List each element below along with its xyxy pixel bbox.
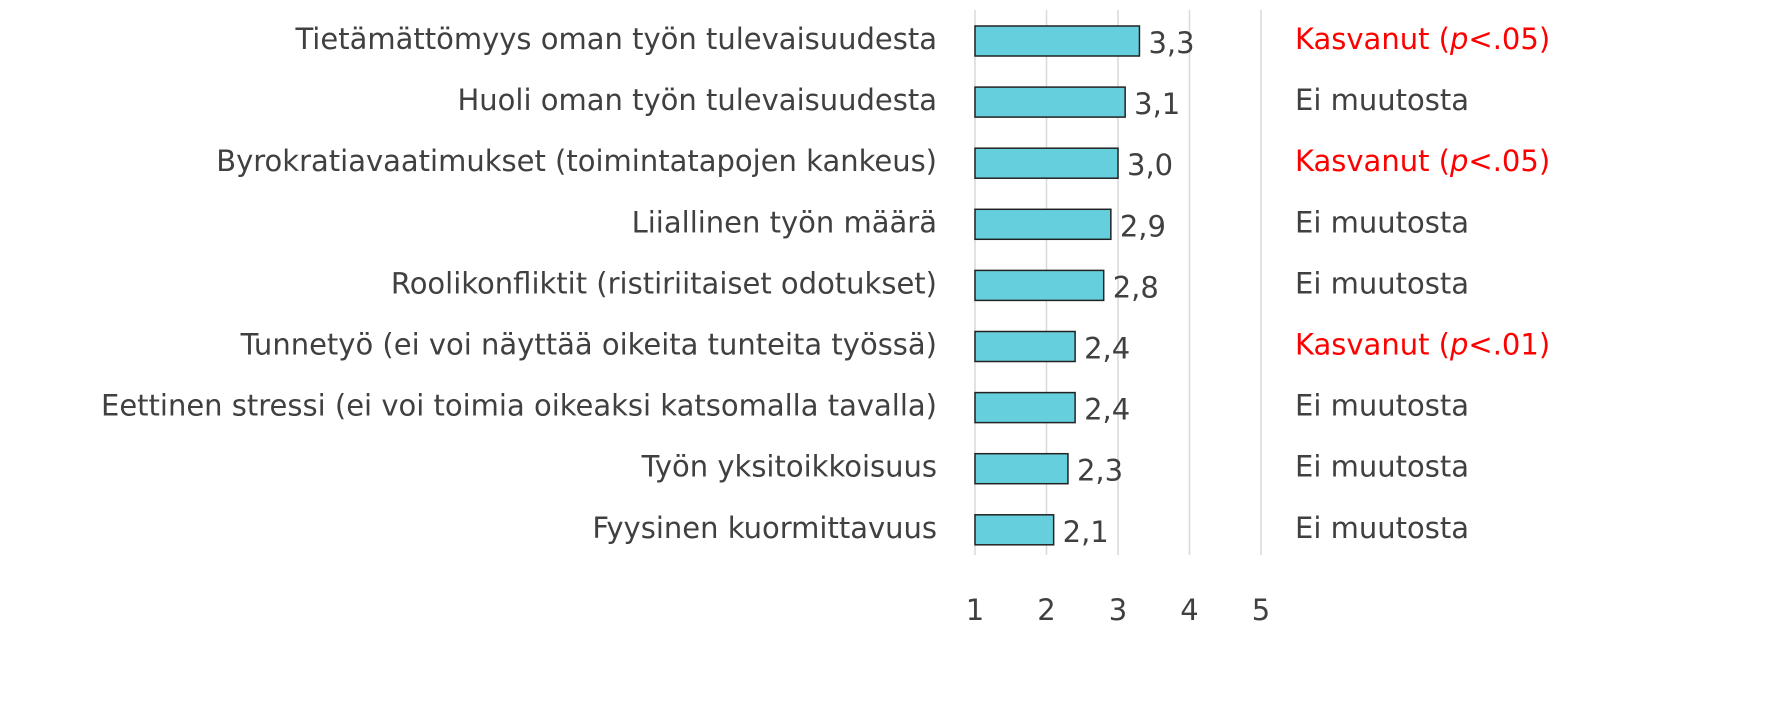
- bar: [974, 452, 1069, 485]
- annotation-prefix: Kasvanut (: [1295, 144, 1450, 178]
- y-tick-label: Tunnetyö (ei voi näyttää oikeita tunteit…: [240, 328, 937, 362]
- annotation-suffix: <.05): [1468, 144, 1550, 178]
- annotation: Kasvanut (p<.05): [1295, 22, 1550, 56]
- x-tick-label: 5: [1252, 593, 1270, 627]
- bar: [974, 514, 1055, 546]
- y-tick-label: Liiallinen työn määrä: [632, 205, 937, 239]
- annotation-italic: p: [1449, 22, 1468, 56]
- annotation-prefix: Kasvanut (: [1295, 328, 1450, 362]
- bar: [974, 86, 1126, 118]
- x-tick-label: 2: [1037, 593, 1055, 627]
- annotation-suffix: <.01): [1468, 328, 1550, 362]
- annotation: Ei muutosta: [1295, 266, 1469, 300]
- y-tick-label: Työn yksitoikkoisuus: [641, 450, 937, 484]
- value-label: 2,8: [1113, 270, 1159, 304]
- bar: [974, 391, 1076, 424]
- bar: [974, 25, 1141, 57]
- annotation-text: Ei muutosta: [1295, 83, 1469, 117]
- bar: [974, 269, 1105, 302]
- annotation-text: Ei muutosta: [1295, 389, 1469, 423]
- value-label: 2,3: [1077, 454, 1123, 488]
- y-tick-label: Tietämättömyys oman työn tulevaisuudesta: [294, 22, 937, 56]
- value-label: 2,4: [1084, 393, 1130, 427]
- annotation: Ei muutosta: [1295, 83, 1469, 117]
- x-tick-label: 1: [966, 593, 984, 627]
- annotation-prefix: Kasvanut (: [1295, 22, 1450, 56]
- y-tick-label: Roolikonfliktit (ristiriitaiset odotukse…: [391, 266, 937, 300]
- value-label: 3,3: [1148, 26, 1194, 60]
- y-tick-label: Byrokratiavaatimukset (toimintatapojen k…: [216, 144, 937, 178]
- y-tick-label: Eettinen stressi (ei voi toimia oikeaksi…: [101, 389, 937, 423]
- annotation-text: Ei muutosta: [1295, 266, 1469, 300]
- y-tick-label: Fyysinen kuormittavuus: [592, 511, 937, 545]
- value-label: 2,9: [1120, 209, 1166, 243]
- bar: [974, 147, 1119, 179]
- annotation: Kasvanut (p<.01): [1295, 328, 1550, 362]
- annotation-italic: p: [1449, 144, 1468, 178]
- bar: [974, 330, 1076, 363]
- annotation-text: Ei muutosta: [1295, 450, 1469, 484]
- annotation-text: Ei muutosta: [1295, 205, 1469, 239]
- annotation: Ei muutosta: [1295, 389, 1469, 423]
- annotation-text: Ei muutosta: [1295, 511, 1469, 545]
- annotation: Ei muutosta: [1295, 511, 1469, 545]
- annotation: Kasvanut (p<.05): [1295, 144, 1550, 178]
- annotation: Ei muutosta: [1295, 450, 1469, 484]
- value-label: 2,4: [1084, 332, 1130, 366]
- x-tick-label: 4: [1180, 593, 1198, 627]
- value-label: 2,1: [1063, 515, 1109, 549]
- x-tick-label: 3: [1109, 593, 1127, 627]
- value-label: 3,1: [1134, 87, 1180, 121]
- bar: [974, 208, 1112, 241]
- annotation: Ei muutosta: [1295, 205, 1469, 239]
- annotation-suffix: <.05): [1468, 22, 1550, 56]
- y-tick-label: Huoli oman työn tulevaisuudesta: [457, 83, 937, 117]
- annotation-italic: p: [1449, 328, 1468, 362]
- value-label: 3,0: [1127, 148, 1173, 182]
